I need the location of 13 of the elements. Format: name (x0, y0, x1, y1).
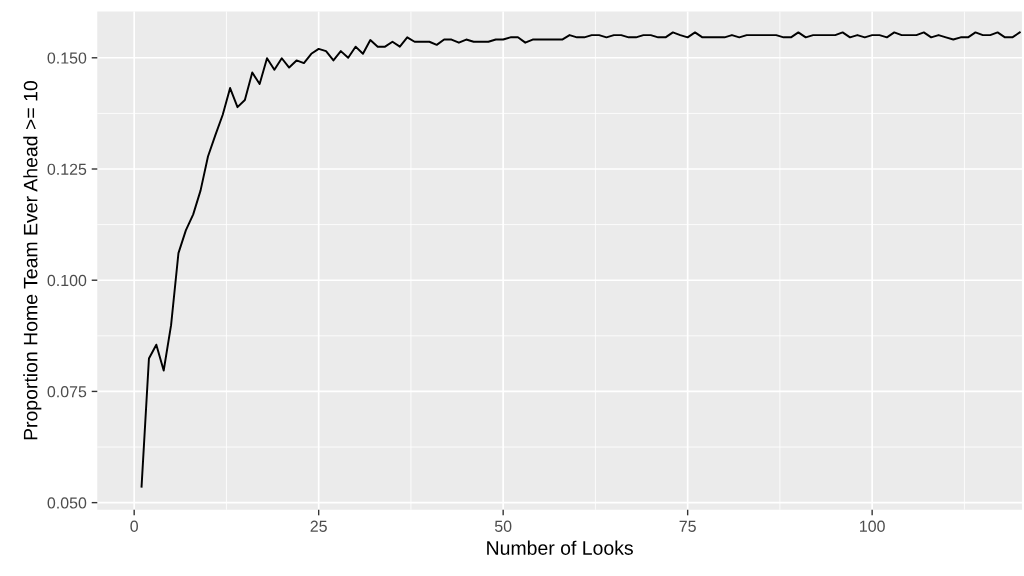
y-axis-title: Proportion Home Team Ever Ahead >= 10 (23, 81, 42, 440)
y-tick-label: 0.100 (47, 274, 87, 287)
x-tick-label: 0 (130, 520, 138, 532)
line-series (140, 31, 1021, 488)
x-axis-title: Number of Looks (487, 540, 633, 555)
x-tick-label: 75 (679, 520, 696, 532)
x-tick-label: 100 (860, 520, 885, 532)
x-tick-label: 50 (494, 520, 512, 532)
y-tick-label: 0.050 (47, 497, 87, 509)
x-tick-label: 25 (310, 520, 327, 532)
y-tick-label: 0.125 (47, 163, 87, 175)
y-tick-label: 0.150 (47, 52, 87, 64)
y-tick-label: 0.075 (47, 386, 87, 398)
